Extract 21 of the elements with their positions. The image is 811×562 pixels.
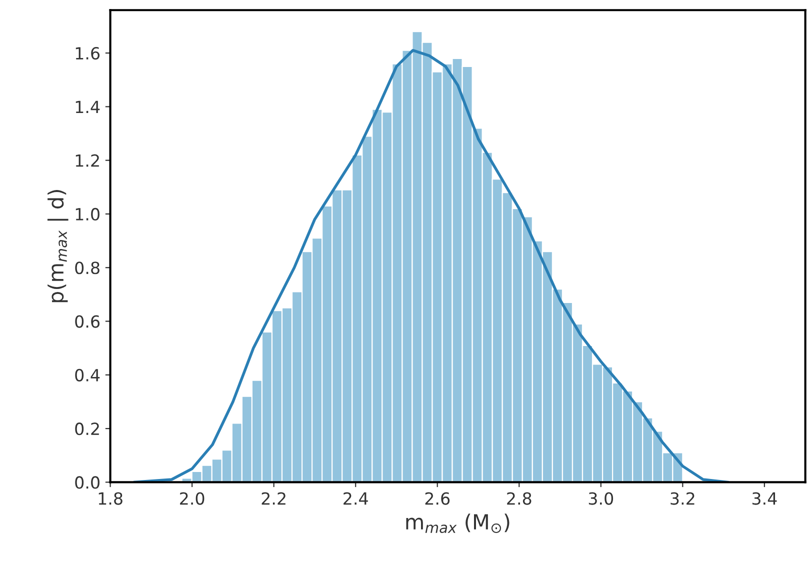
y-tick-label: 1.6 (76, 46, 100, 60)
x-tick-label: 2.8 (507, 492, 532, 505)
y-tick-label: 1.2 (76, 154, 99, 167)
x-tick-label: 3.0 (588, 492, 614, 505)
y-tick-label: 0.2 (75, 422, 99, 436)
y-tick-label: 1.0 (76, 208, 100, 221)
y-tick-label: 1.4 (76, 100, 100, 114)
y-tick-label: 0.0 (75, 476, 100, 489)
x-tick-label: 2.2 (262, 492, 286, 505)
x-tick-label: 3.4 (752, 492, 777, 505)
y-axis-title: p(m$_{max}$ | d) (47, 190, 68, 302)
x-tick-label: 2.0 (180, 492, 204, 505)
y-tick-label: 0.8 (75, 262, 100, 274)
line-series (133, 48, 730, 482)
x-axis-title: m$_{max}$ (M$_{⊙}$) (406, 514, 510, 534)
x-tick-label: 2.6 (425, 492, 450, 505)
x-tick-label: 1.8 (98, 492, 122, 505)
x-tick-label: 3.2 (670, 492, 694, 505)
y-tick-label: 0.6 (75, 315, 100, 328)
x-tick-label: 2.4 (344, 492, 368, 505)
y-tick-label: 0.4 (75, 368, 100, 382)
